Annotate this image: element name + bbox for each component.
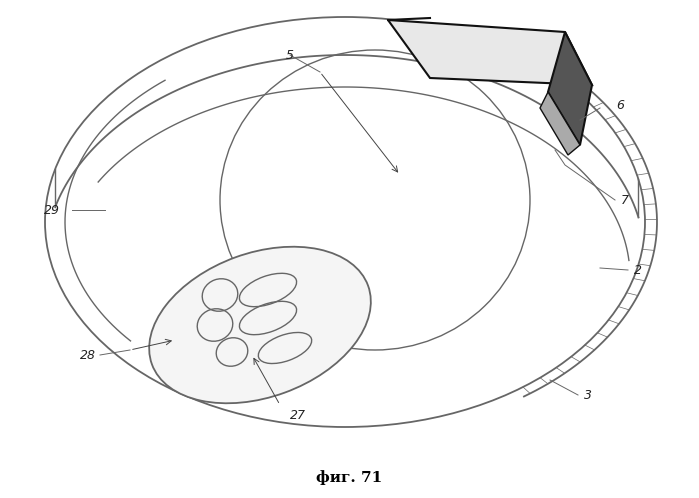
- Text: 3: 3: [584, 388, 592, 401]
- Text: 6: 6: [616, 99, 624, 112]
- Ellipse shape: [149, 247, 371, 403]
- Text: 7: 7: [621, 194, 629, 207]
- Text: фиг. 71: фиг. 71: [316, 471, 382, 486]
- Polygon shape: [540, 92, 580, 155]
- Text: 2: 2: [634, 263, 642, 276]
- Polygon shape: [548, 32, 592, 145]
- Polygon shape: [388, 20, 592, 85]
- Text: 5: 5: [286, 48, 294, 61]
- Text: 28: 28: [80, 349, 96, 362]
- Text: 27: 27: [290, 408, 306, 421]
- Text: 29: 29: [44, 204, 60, 217]
